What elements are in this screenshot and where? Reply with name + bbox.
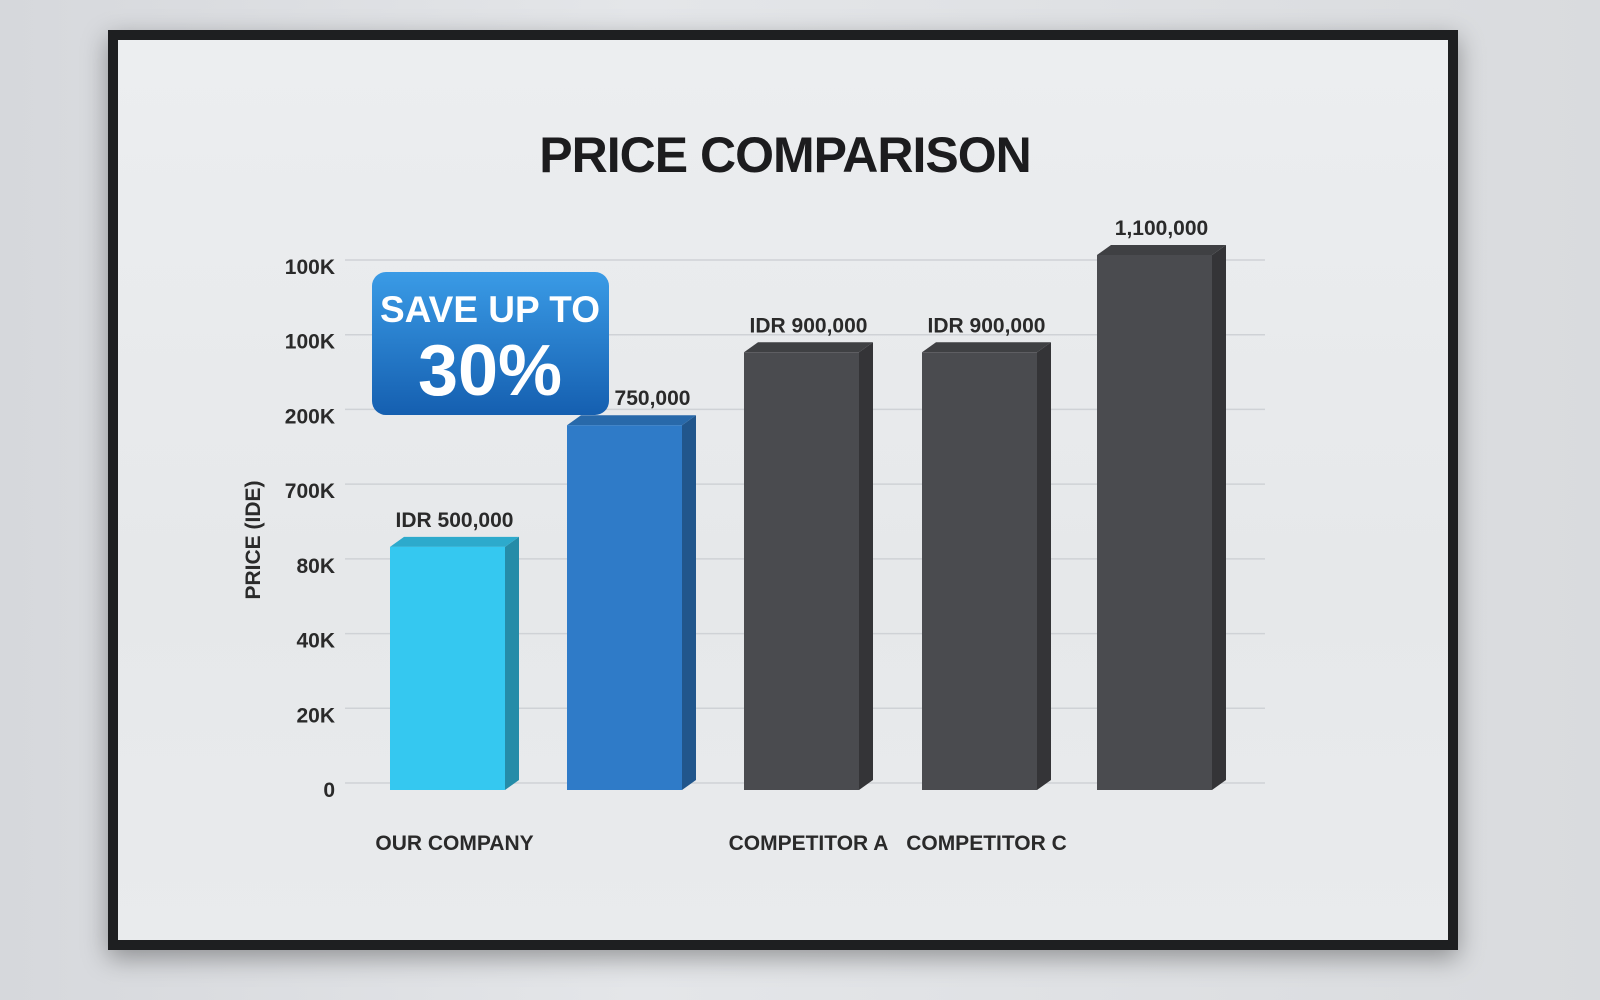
bar-side bbox=[1037, 342, 1051, 790]
bar-0: IDR 500,000 OUR COMPANY bbox=[375, 509, 533, 855]
bar-4: 1,100,000 bbox=[1097, 217, 1226, 790]
callout-line1: SAVE UP TO bbox=[380, 289, 600, 330]
y-tick-label: 20K bbox=[296, 704, 335, 727]
y-tick-label: 80K bbox=[296, 555, 335, 578]
bar-side bbox=[859, 342, 873, 790]
y-tick-label: 100K bbox=[285, 256, 335, 279]
save-callout: SAVE UP TO 30% bbox=[372, 272, 609, 415]
bar-3: IDR 900,000 COMPETITOR C bbox=[906, 314, 1067, 855]
y-tick-label: 100K bbox=[285, 331, 335, 354]
y-tick-label: 0 bbox=[323, 779, 335, 802]
bar-side bbox=[505, 536, 519, 790]
bar-2: IDR 900,000 COMPETITOR A bbox=[729, 314, 889, 855]
y-tick-label: 200K bbox=[285, 405, 335, 428]
bar-value-label: IDR 900,000 bbox=[750, 314, 868, 337]
bar-side bbox=[1212, 245, 1226, 790]
x-category-label: COMPETITOR A bbox=[729, 832, 889, 855]
bar bbox=[567, 425, 682, 790]
bar-top bbox=[1097, 245, 1226, 255]
bar bbox=[1097, 255, 1212, 790]
y-tick-label: 700K bbox=[285, 480, 335, 503]
y-axis-label: PRICE (IDE) bbox=[242, 480, 265, 599]
bar-top bbox=[567, 415, 696, 426]
bar-value-label: IDR 500,000 bbox=[396, 509, 514, 532]
bar-1: IDR 750,000 bbox=[567, 387, 696, 790]
bar-value-label: 1,100,000 bbox=[1115, 217, 1208, 240]
x-category-label: COMPETITOR C bbox=[906, 832, 1067, 855]
bar-top bbox=[922, 342, 1051, 353]
y-tick-label: 40K bbox=[296, 630, 335, 653]
bar-top bbox=[744, 342, 873, 353]
bar-side bbox=[682, 415, 696, 790]
callout-box bbox=[372, 272, 609, 415]
bar-top bbox=[390, 536, 519, 547]
callout-line2: 30% bbox=[418, 331, 562, 411]
x-category-label: OUR COMPANY bbox=[375, 832, 533, 855]
bar bbox=[390, 546, 505, 790]
chart-title: PRICE COMPARISON bbox=[539, 127, 1030, 183]
bar bbox=[922, 352, 1037, 790]
bar-value-label: IDR 900,000 bbox=[928, 314, 1046, 337]
bar bbox=[744, 352, 859, 790]
